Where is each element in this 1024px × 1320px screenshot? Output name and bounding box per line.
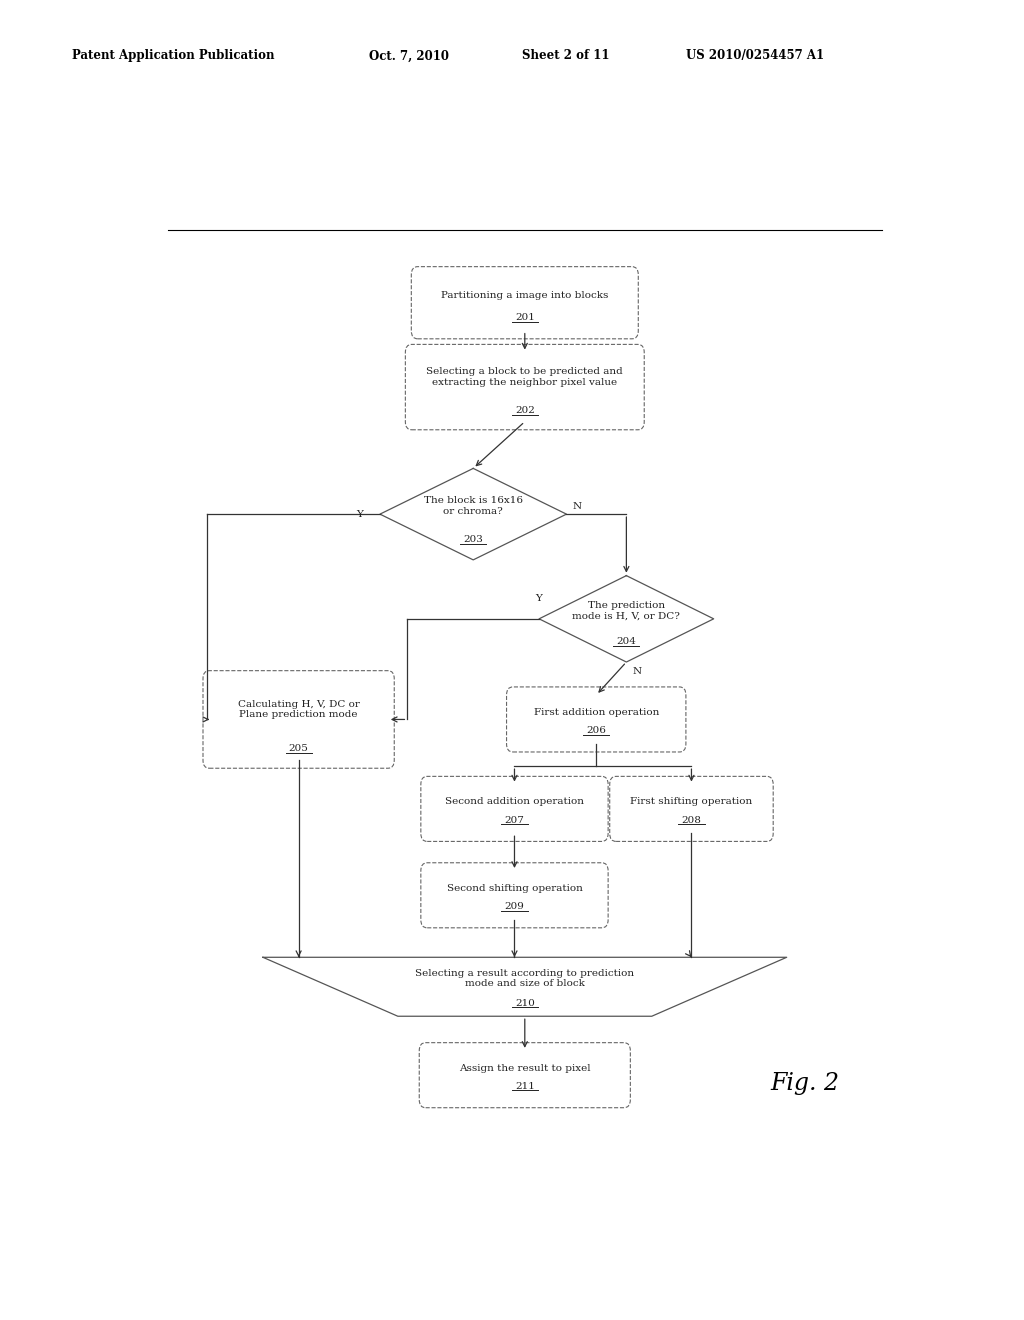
FancyBboxPatch shape xyxy=(421,863,608,928)
Polygon shape xyxy=(263,957,786,1016)
Text: 201: 201 xyxy=(515,313,535,322)
Text: Assign the result to pixel: Assign the result to pixel xyxy=(459,1064,591,1073)
Text: Y: Y xyxy=(536,594,542,602)
Text: 206: 206 xyxy=(587,726,606,735)
Text: 211: 211 xyxy=(515,1082,535,1090)
Text: First shifting operation: First shifting operation xyxy=(631,797,753,807)
Text: N: N xyxy=(633,667,642,676)
Text: N: N xyxy=(572,502,582,511)
Text: 202: 202 xyxy=(515,407,535,414)
Text: The block is 16x16
or chroma?: The block is 16x16 or chroma? xyxy=(424,496,522,516)
Text: Second addition operation: Second addition operation xyxy=(445,797,584,807)
FancyBboxPatch shape xyxy=(609,776,773,841)
Text: The prediction
mode is H, V, or DC?: The prediction mode is H, V, or DC? xyxy=(572,601,680,620)
Text: Sheet 2 of 11: Sheet 2 of 11 xyxy=(522,49,609,62)
FancyBboxPatch shape xyxy=(203,671,394,768)
FancyBboxPatch shape xyxy=(421,776,608,841)
Text: 210: 210 xyxy=(515,998,535,1007)
Text: 208: 208 xyxy=(682,816,701,825)
Text: Fig. 2: Fig. 2 xyxy=(771,1072,840,1094)
Text: Selecting a block to be predicted and
extracting the neighbor pixel value: Selecting a block to be predicted and ex… xyxy=(426,367,624,387)
Text: Partitioning a image into blocks: Partitioning a image into blocks xyxy=(441,292,608,300)
Text: Oct. 7, 2010: Oct. 7, 2010 xyxy=(369,49,449,62)
Polygon shape xyxy=(539,576,714,663)
Text: Patent Application Publication: Patent Application Publication xyxy=(72,49,274,62)
Text: 209: 209 xyxy=(505,902,524,911)
FancyBboxPatch shape xyxy=(406,345,644,430)
Text: Selecting a result according to prediction
mode and size of block: Selecting a result according to predicti… xyxy=(416,969,634,989)
Polygon shape xyxy=(380,469,566,560)
Text: 205: 205 xyxy=(289,744,308,754)
Text: First addition operation: First addition operation xyxy=(534,708,658,717)
Text: Second shifting operation: Second shifting operation xyxy=(446,883,583,892)
Text: Y: Y xyxy=(356,510,364,519)
FancyBboxPatch shape xyxy=(412,267,638,339)
Text: US 2010/0254457 A1: US 2010/0254457 A1 xyxy=(686,49,824,62)
Text: 204: 204 xyxy=(616,638,636,647)
FancyBboxPatch shape xyxy=(419,1043,631,1107)
Text: 203: 203 xyxy=(463,535,483,544)
FancyBboxPatch shape xyxy=(507,686,686,752)
Text: 207: 207 xyxy=(505,816,524,825)
Text: Calculating H, V, DC or
Plane prediction mode: Calculating H, V, DC or Plane prediction… xyxy=(238,700,359,719)
